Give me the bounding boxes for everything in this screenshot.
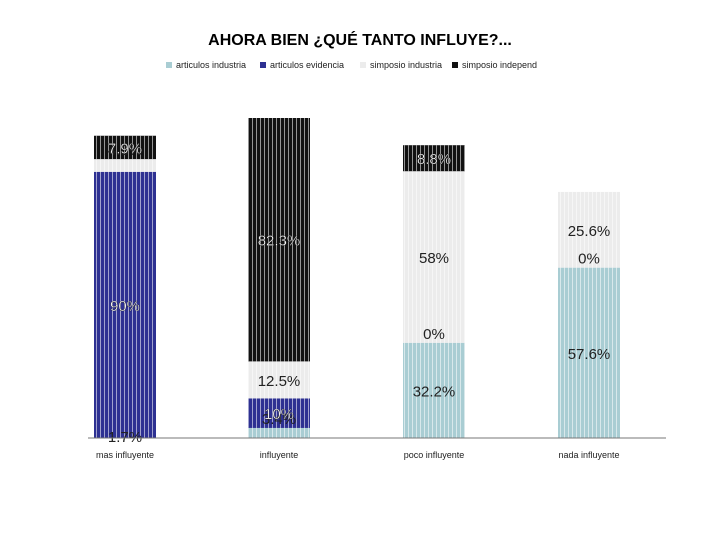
legend-label: simposio independ	[462, 60, 538, 70]
legend-swatch	[166, 62, 172, 68]
legend-item-simposio-industria: simposio industria	[360, 60, 442, 70]
legend-label: articulos industria	[176, 60, 247, 70]
data-label: 8.8%	[417, 151, 451, 168]
bar-texture	[94, 171, 156, 439]
x-tick-label: poco influyente	[404, 450, 465, 460]
bar-texture	[248, 361, 310, 399]
data-label: 3.4%	[262, 411, 296, 428]
x-tick-label: mas influyente	[96, 450, 154, 460]
x-tick-label: nada influyente	[558, 450, 619, 460]
bar-texture	[248, 427, 310, 438]
legend-swatch	[260, 62, 266, 68]
data-label: 0%	[423, 326, 445, 343]
chart-title: AHORA BIEN ¿QUÉ TANTO INFLUYE?...	[208, 32, 512, 49]
bar-texture	[403, 171, 465, 343]
data-label: 7.9%	[108, 140, 142, 157]
x-tick-label: influyente	[260, 450, 299, 460]
data-label: 10%	[264, 406, 294, 423]
data-label: 90%	[110, 298, 140, 315]
legend-item-articulos-evidencia: articulos evidencia	[260, 60, 344, 70]
data-label: 12.5%	[258, 373, 301, 390]
bar-texture	[94, 159, 156, 172]
data-label: 58%	[419, 250, 449, 267]
data-label: 4.3%	[108, 142, 142, 159]
data-label: 0%	[578, 251, 600, 268]
legend-item-simposio-independ: simposio independ	[452, 60, 537, 70]
legend-label: articulos evidencia	[270, 60, 345, 70]
data-label: 57.6%	[568, 346, 611, 363]
legend-label: simposio industria	[370, 60, 443, 70]
data-label: 32.2%	[413, 383, 456, 400]
data-label: 25.6%	[568, 223, 611, 240]
bar-texture	[403, 145, 465, 172]
legend-swatch	[452, 62, 458, 68]
bar-texture	[558, 191, 620, 268]
bar-texture	[558, 267, 620, 438]
data-label: 82.3%	[258, 233, 301, 250]
bar-texture	[248, 118, 310, 362]
bar-texture	[94, 135, 156, 160]
bar-texture	[403, 342, 465, 438]
bar-texture	[248, 398, 310, 428]
legend-item-articulos-industria: articulos industria	[166, 60, 246, 70]
legend-swatch	[360, 62, 366, 68]
